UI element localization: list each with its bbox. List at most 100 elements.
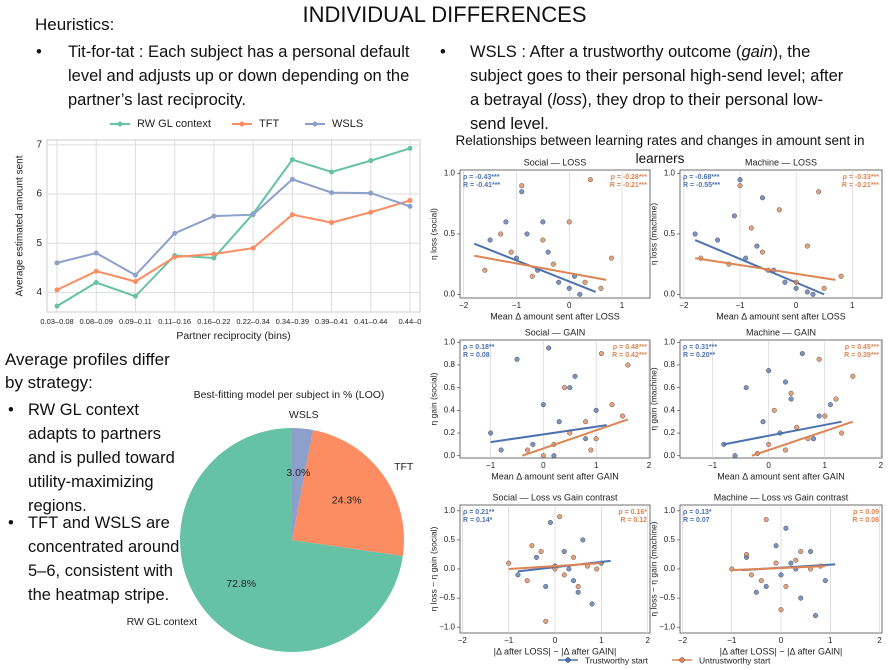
scatter-point <box>822 413 828 419</box>
scatter-point <box>744 551 750 557</box>
scatter-point <box>546 345 552 351</box>
pie-category-label: TFT <box>394 461 414 473</box>
y-tick-label: 0.0 <box>444 564 456 573</box>
point <box>132 279 138 285</box>
bullet-dot: • <box>8 514 14 532</box>
scatter-point <box>753 589 759 595</box>
wsls-run: ), they drop to their personal low-send … <box>470 91 824 133</box>
scatter-point <box>766 441 772 447</box>
scatter-point <box>783 583 789 589</box>
point <box>93 268 99 274</box>
scatter-point <box>804 243 810 249</box>
scatter-point <box>566 219 572 225</box>
scatter-point <box>788 396 794 402</box>
y-tick-label: −1.0 <box>659 622 675 631</box>
scatter-point <box>788 390 794 396</box>
stat-annotation: R = 0.39*** <box>844 352 879 359</box>
scatter-point <box>763 583 769 589</box>
scatter-point <box>812 613 818 619</box>
x-tick-label: 0.03–0.08 <box>40 317 73 326</box>
scatter-point <box>533 554 539 560</box>
scatter-point <box>783 525 789 531</box>
y-tick-label: 4 <box>36 287 42 298</box>
scatter-point <box>594 566 600 572</box>
scatter-point <box>760 419 766 425</box>
point <box>368 158 374 164</box>
scatter-point <box>793 557 799 563</box>
tft-text: Tit-for-tat : Each subject has a persona… <box>68 43 410 109</box>
panel-title: Social — GAIN <box>525 327 586 337</box>
y-tick-label: 0.8 <box>444 360 456 369</box>
pie-category-label: WSLS <box>289 409 319 421</box>
wsls-run: ), the subject goes to their personal hi… <box>470 43 844 109</box>
fit-line <box>521 418 629 457</box>
panel-title: Social — LOSS <box>524 157 587 167</box>
legend-label: RW GL context <box>137 118 211 130</box>
stat-annotation: R = 0.08 <box>852 517 879 524</box>
x-axis-label: Mean Δ amount sent after GAIN <box>717 471 845 481</box>
stat-annotation: R = -0.21*** <box>842 182 879 189</box>
x-tick-label: 2 <box>879 461 884 470</box>
x-tick-label: 1 <box>599 636 604 645</box>
series-line <box>56 178 411 277</box>
scatter-point <box>743 385 749 391</box>
scatter-point <box>514 356 520 362</box>
x-tick-label: 0 <box>779 636 784 645</box>
stat-annotation: R = -0.21*** <box>610 182 647 189</box>
scatter-point <box>545 249 551 255</box>
scatter-point <box>551 453 557 459</box>
point <box>172 254 178 260</box>
scatter-point <box>503 219 509 225</box>
stat-annotation: ρ = 0.48*** <box>613 344 647 351</box>
scatter-point <box>538 549 544 555</box>
fit-line <box>751 420 854 457</box>
y-tick-label: 7 <box>36 140 42 151</box>
point <box>250 245 256 251</box>
scatter-point <box>515 572 521 578</box>
scatter-point <box>773 543 779 549</box>
scatter-point <box>547 519 553 525</box>
x-tick-label: 2 <box>877 636 882 645</box>
y-axis-label: η gain (social) <box>428 372 438 425</box>
x-axis-label: |Δ after LOSS| − |Δ after GAIN| <box>494 646 617 656</box>
x-axis-label: |Δ after LOSS| − |Δ after GAIN| <box>720 646 843 656</box>
y-tick-label: 0.6 <box>444 383 456 392</box>
scatter-point <box>519 183 525 189</box>
y-tick-label: 0.5 <box>664 535 676 544</box>
scatter-point <box>816 189 822 195</box>
scatter-point <box>821 285 827 291</box>
scatter-point <box>766 368 772 374</box>
scatter-point <box>731 213 737 219</box>
scatter-point <box>778 607 784 613</box>
scatter-point <box>748 572 754 578</box>
stat-annotation: R = 0.07 <box>683 517 710 524</box>
scatter-point <box>540 219 546 225</box>
point <box>93 250 99 256</box>
x-tick-label: 0 <box>553 636 558 645</box>
y-tick-label: 0.2 <box>664 428 676 437</box>
point <box>329 190 335 196</box>
scatter-point <box>804 289 810 295</box>
point <box>132 293 138 299</box>
stat-annotation: R = 0.14* <box>463 517 493 524</box>
scatter-point <box>715 237 721 243</box>
scatter-point <box>588 447 594 453</box>
x-tick-label: 1 <box>828 636 833 645</box>
scatter-point <box>583 419 589 425</box>
stat-annotation: ρ = 0.16* <box>618 509 647 516</box>
point <box>211 213 217 219</box>
point <box>93 280 99 286</box>
scatter-point <box>771 407 777 413</box>
stat-annotation: ρ = -0.43*** <box>463 174 500 181</box>
point <box>407 203 413 209</box>
profiles-heading: Average profiles differ by strategy: <box>5 350 170 392</box>
scatter-point <box>833 396 839 402</box>
scatter-point <box>763 517 769 523</box>
x-tick-label: 0.44–0 <box>399 317 422 326</box>
x-tick-label: −2 <box>458 636 468 645</box>
profile-bullet: TFT and WSLS are concentrated around 5–6… <box>28 514 180 604</box>
y-tick-label: 0.0 <box>664 564 676 573</box>
stat-annotation: ρ = -0.28*** <box>611 174 648 181</box>
scatter-point <box>748 225 754 231</box>
